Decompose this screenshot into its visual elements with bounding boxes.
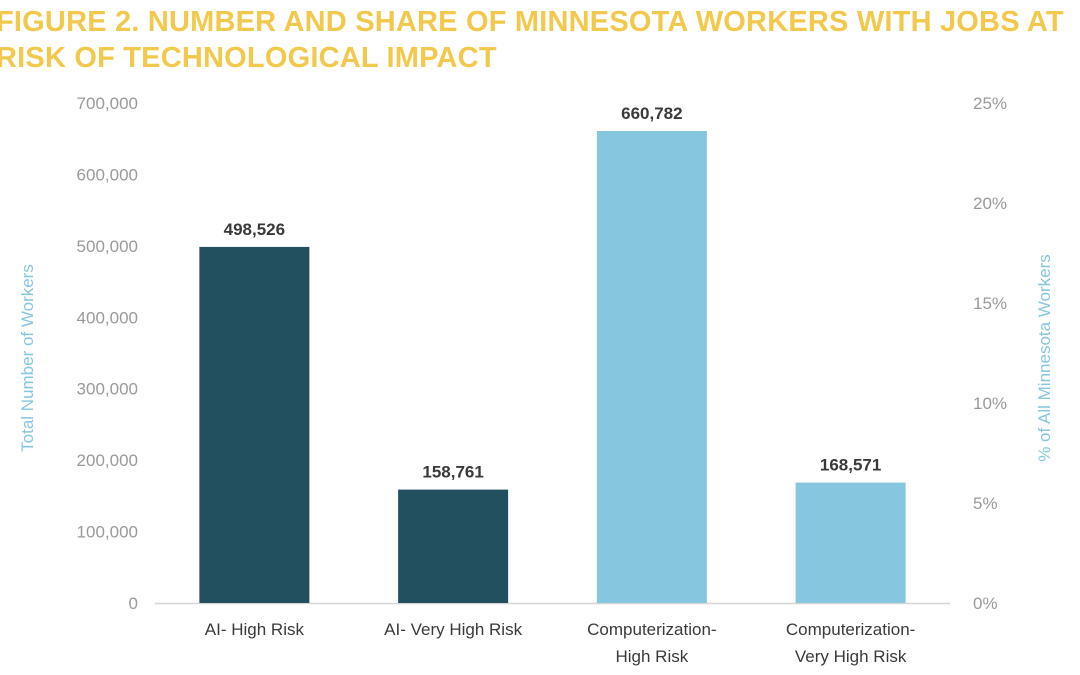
chart-title: FIGURE 2. NUMBER AND SHARE OF MINNESOTA … [0, 6, 1064, 74]
y-tick-label: 400,000 [77, 308, 138, 327]
data-labels: 498,526 158,761 660,782 168,571 [224, 104, 882, 482]
y2-tick-label: 25% [973, 94, 1007, 113]
y2-tick-label: 10% [973, 394, 1007, 413]
category-labels: AI- High Risk AI- Very High Risk Computeri… [205, 620, 916, 666]
y-tick-label: 200,000 [77, 451, 138, 470]
x-tick-label: Computerization- [786, 620, 915, 639]
data-label: 158,761 [422, 463, 483, 482]
data-label: 660,782 [621, 104, 682, 123]
y2-axis-ticks: 0% 5% 10% 15% 20% 25% [973, 94, 1007, 613]
y-tick-label: 0 [129, 594, 138, 613]
bar [398, 489, 509, 603]
x-tick-label: AI- Very High Risk [384, 620, 522, 639]
y2-tick-label: 20% [973, 194, 1007, 213]
y2-tick-label: 0% [973, 594, 998, 613]
y2-axis-label: % of All Minnesota Workers [1035, 254, 1054, 462]
x-tick-label: AI- High Risk [205, 620, 305, 639]
y-tick-label: 600,000 [77, 165, 138, 184]
bar [795, 482, 906, 603]
bars [199, 131, 906, 603]
y-axis-label: Total Number of Workers [18, 264, 37, 452]
y-tick-label: 700,000 [77, 94, 138, 113]
y-tick-label: 100,000 [77, 523, 138, 542]
y2-tick-label: 5% [973, 494, 998, 513]
y2-tick-label: 15% [973, 294, 1007, 313]
data-label: 168,571 [820, 456, 881, 475]
y-tick-label: 500,000 [77, 237, 138, 256]
x-tick-label: Very High Risk [795, 647, 907, 666]
bar [199, 246, 310, 603]
data-label: 498,526 [224, 220, 285, 239]
y-tick-label: 300,000 [77, 380, 138, 399]
y-axis-ticks: 0 100,000 200,000 300,000 400,000 500,000 600,… [77, 94, 138, 613]
bar [596, 131, 707, 603]
x-tick-label: Computerization- [587, 620, 716, 639]
x-tick-label: High Risk [616, 647, 689, 666]
